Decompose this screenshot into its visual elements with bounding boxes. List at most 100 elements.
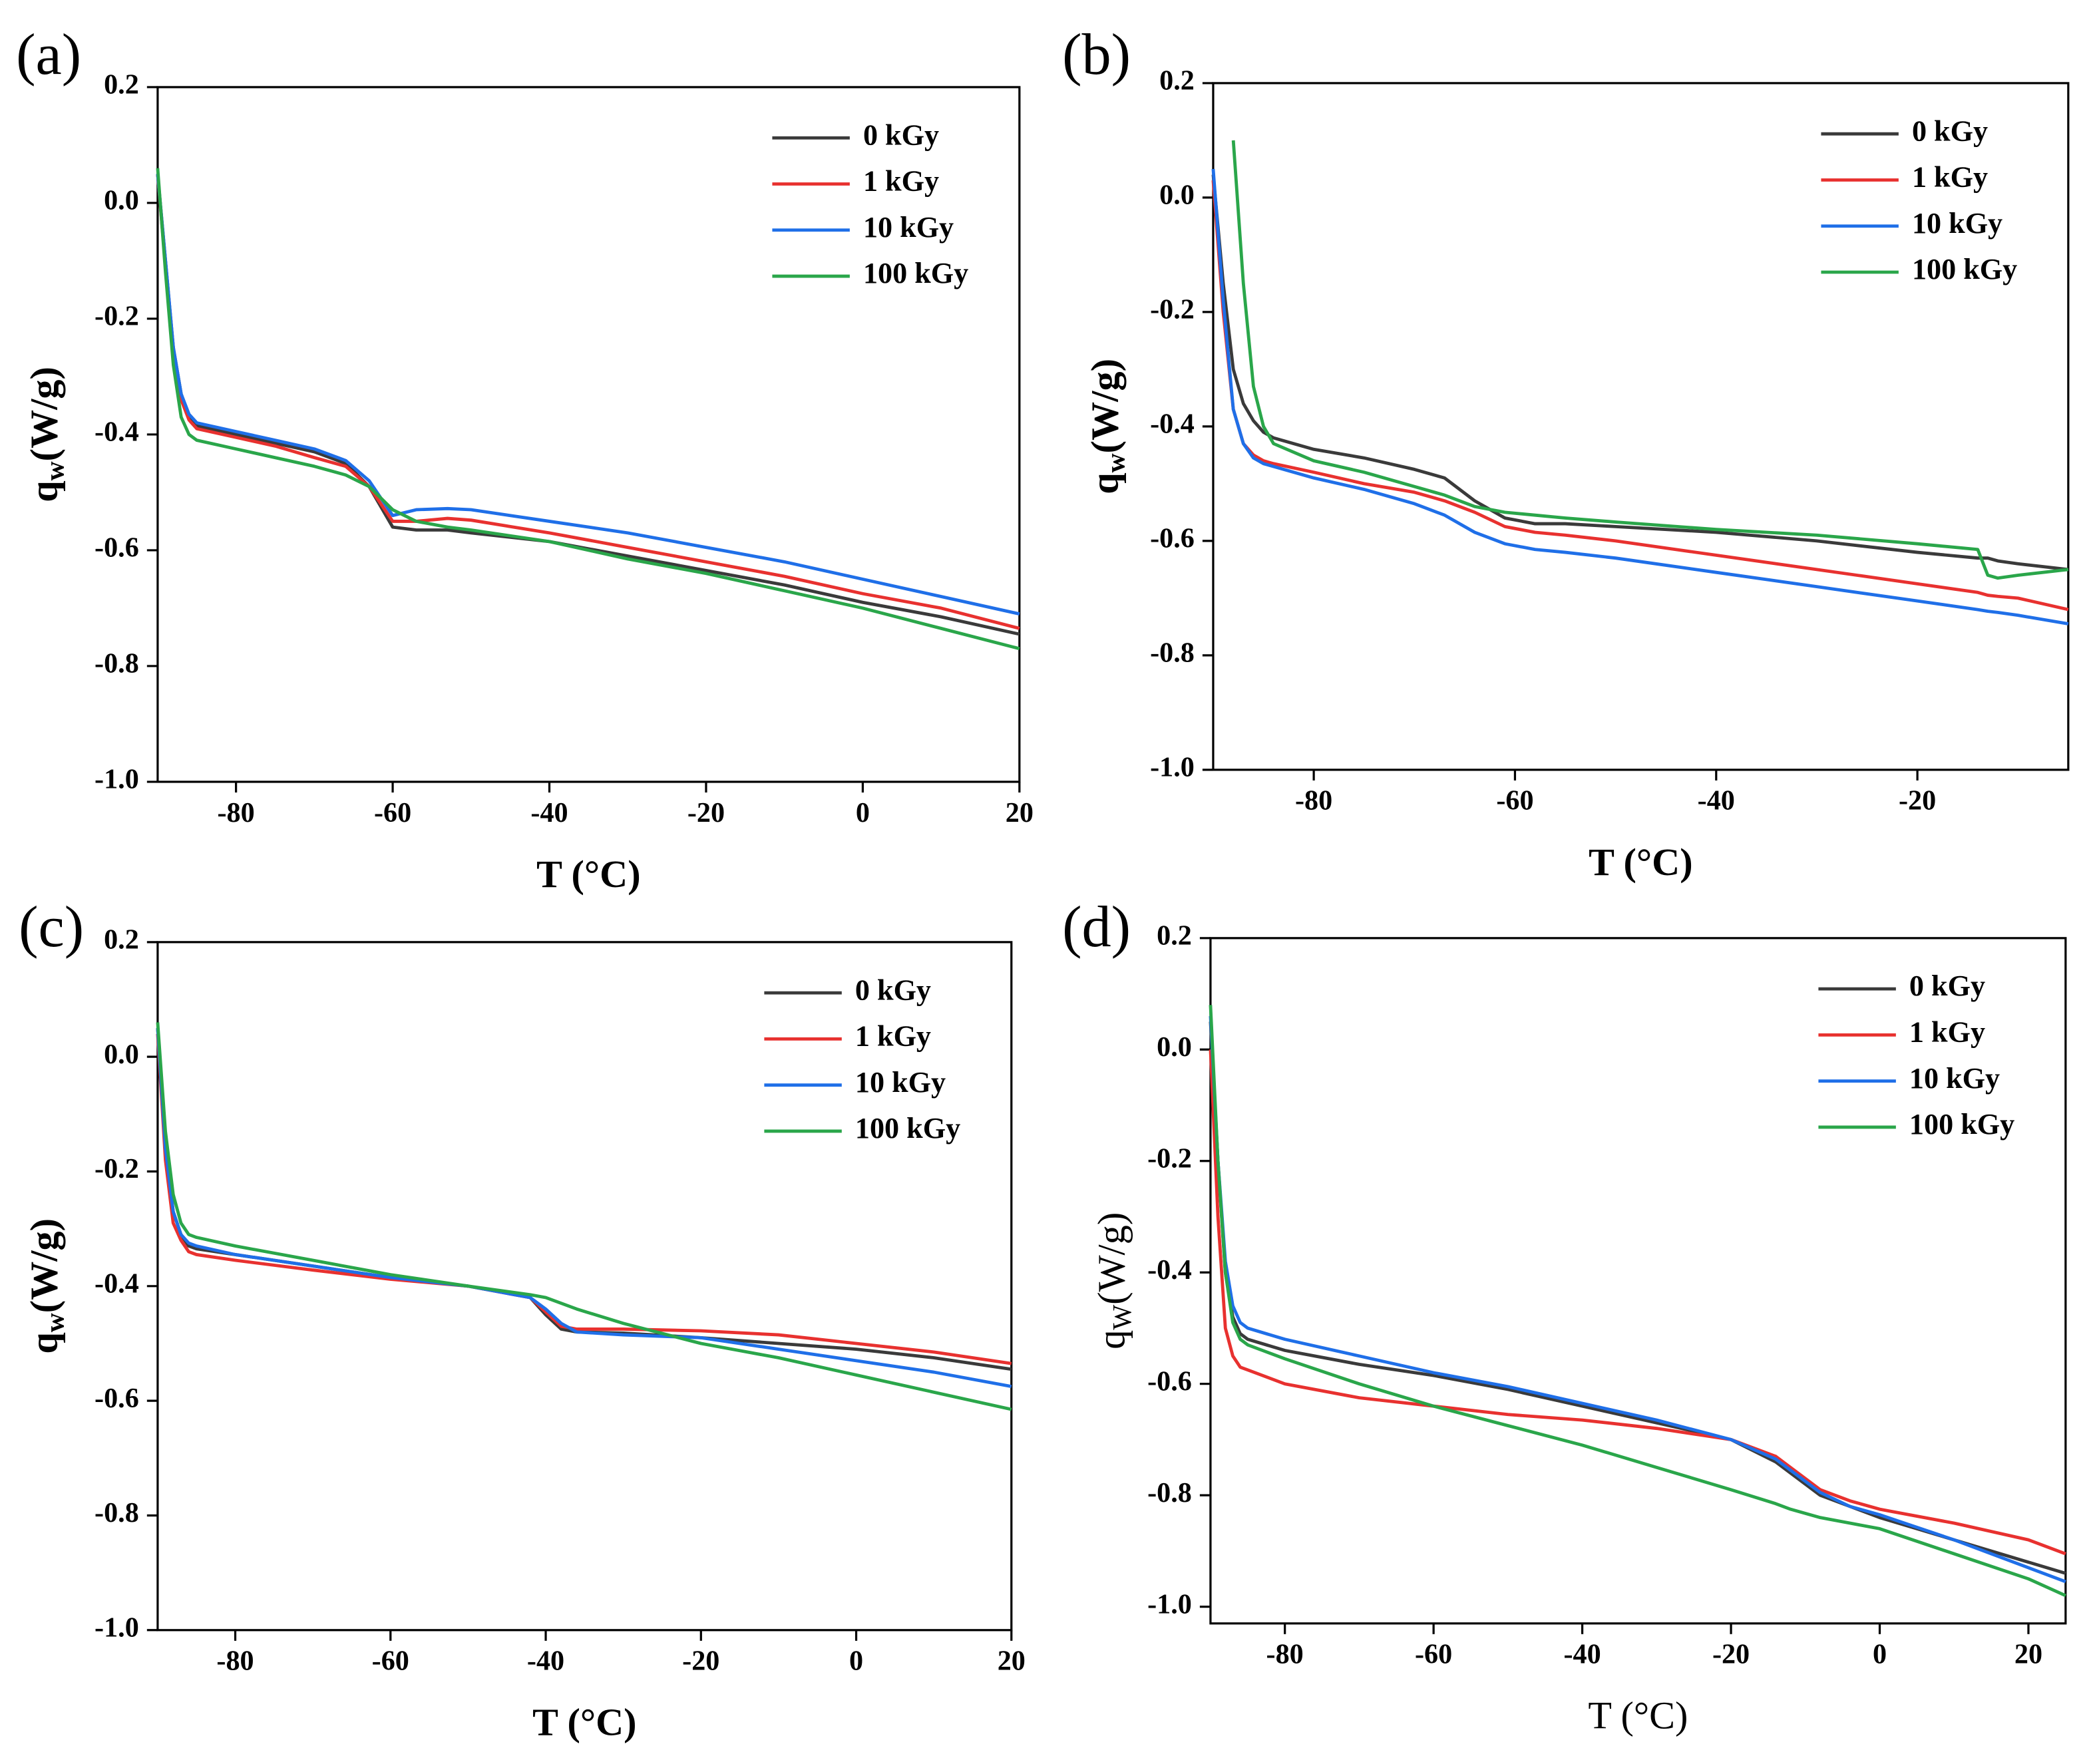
- y-axis-label: qw(W/g): [23, 1218, 70, 1354]
- y-tick-label: -0.4: [1147, 1254, 1192, 1286]
- legend-label: 100 kGy: [863, 257, 968, 289]
- x-tick-label: -40: [527, 1646, 564, 1677]
- x-tick-label: -40: [530, 797, 568, 828]
- y-tick-label: -1.0: [1150, 752, 1195, 783]
- legend-label: 100 kGy: [1909, 1108, 2014, 1141]
- y-tick-label: 0.0: [1157, 1031, 1192, 1063]
- x-tick-label: -40: [1698, 785, 1735, 816]
- x-axis-label: T (°C): [1589, 840, 1692, 884]
- legend-label: 100 kGy: [855, 1112, 960, 1145]
- legend-label: 1 kGy: [855, 1020, 931, 1053]
- legend-label: 1 kGy: [1909, 1016, 1985, 1049]
- x-tick-label: -20: [682, 1646, 719, 1677]
- y-tick-label: 0.2: [1157, 920, 1192, 951]
- y-tick-label: -0.6: [1150, 523, 1195, 554]
- x-tick-label: -80: [1295, 785, 1332, 816]
- data-line: [156, 168, 1020, 651]
- y-tick-label: 0.0: [104, 185, 139, 216]
- y-tick-label: -0.4: [95, 417, 139, 448]
- y-axis-label-sub: W: [1107, 1305, 1137, 1330]
- x-tick-label: 0: [856, 797, 870, 828]
- legend-label: 10 kGy: [1912, 207, 2002, 240]
- x-tick-label: 0: [849, 1646, 863, 1677]
- legend-label: 100 kGy: [1912, 253, 2017, 285]
- y-tick-label: -0.2: [1150, 294, 1195, 325]
- x-tick-label: 20: [1006, 797, 1034, 828]
- y-tick-label: 0.2: [1159, 65, 1195, 96]
- y-axis-label: qw(W/g): [1083, 359, 1131, 494]
- y-tick-label: -1.0: [1147, 1588, 1192, 1620]
- data-line: [1209, 1049, 2066, 1556]
- y-tick-label: -0.4: [95, 1268, 139, 1299]
- y-tick-label: 0.0: [1159, 180, 1195, 211]
- y-tick-label: -0.6: [1147, 1365, 1192, 1397]
- y-axis-label-main: q: [1090, 1330, 1133, 1349]
- legend-label: 0 kGy: [863, 118, 939, 151]
- legend-label: 1 kGy: [1912, 161, 1988, 194]
- x-tick-label: -20: [1899, 785, 1936, 816]
- x-axis-label: T (°C): [536, 852, 640, 896]
- data-line: [1209, 1005, 2066, 1598]
- y-tick-label: -0.2: [1147, 1143, 1192, 1174]
- y-tick-label: -0.4: [1150, 409, 1195, 440]
- y-axis-label-unit: (W/g): [23, 1218, 66, 1313]
- y-axis-label-main: q: [23, 480, 66, 502]
- y-axis-label-sub: w: [40, 1313, 70, 1332]
- panel-label: (a): [16, 22, 81, 87]
- y-tick-label: -0.6: [95, 1383, 139, 1414]
- x-tick-label: -80: [216, 1646, 254, 1677]
- x-axis-label: T (°C): [1588, 1694, 1688, 1737]
- y-axis-label-unit: (W/g): [1090, 1212, 1133, 1305]
- legend-label: 0 kGy: [1912, 114, 1988, 147]
- y-tick-label: -1.0: [95, 764, 139, 795]
- legend-label: 0 kGy: [1909, 970, 1985, 1002]
- data-line: [1209, 1015, 2066, 1584]
- x-tick-label: -20: [1712, 1639, 1750, 1670]
- data-line: [1231, 140, 2069, 580]
- y-tick-label: -0.6: [95, 532, 139, 564]
- legend-label: 10 kGy: [863, 211, 954, 244]
- x-tick-label: -60: [372, 1646, 409, 1677]
- y-tick-label: -0.8: [1150, 637, 1195, 669]
- x-tick-label: 20: [2014, 1639, 2042, 1670]
- y-axis-label-unit: (W/g): [23, 367, 66, 461]
- y-tick-label: 0.0: [104, 1039, 139, 1070]
- y-tick-label: 0.2: [104, 924, 139, 956]
- legend-label: 10 kGy: [1909, 1062, 2000, 1095]
- x-tick-label: 0: [1873, 1639, 1887, 1670]
- y-axis-label-sub: w: [1101, 453, 1131, 472]
- data-line: [156, 1022, 1012, 1411]
- x-tick-label: 20: [998, 1646, 1026, 1677]
- y-axis-label: qW(W/g): [1090, 1212, 1137, 1349]
- y-tick-label: -0.2: [95, 1153, 139, 1184]
- x-tick-label: -20: [687, 797, 725, 828]
- data-line: [1209, 1021, 2066, 1575]
- x-tick-label: -80: [218, 797, 255, 828]
- legend-label: 10 kGy: [855, 1066, 946, 1099]
- x-tick-label: -60: [1415, 1639, 1452, 1670]
- x-tick-label: -60: [374, 797, 411, 828]
- x-tick-label: -40: [1563, 1639, 1601, 1670]
- y-axis-label-main: q: [1083, 472, 1127, 494]
- y-tick-label: -0.2: [95, 301, 139, 332]
- x-tick-label: -80: [1266, 1639, 1304, 1670]
- y-tick-label: 0.2: [104, 69, 139, 100]
- y-tick-label: -1.0: [95, 1612, 139, 1643]
- panel-label: (b): [1062, 22, 1131, 87]
- plot-frame: [1209, 937, 2067, 1625]
- data-line: [1211, 168, 2069, 625]
- y-tick-label: -0.8: [95, 1497, 139, 1528]
- x-tick-label: -60: [1496, 785, 1533, 816]
- y-axis-label-sub: w: [40, 461, 70, 480]
- y-tick-label: -0.8: [95, 648, 139, 679]
- y-axis-label: qw(W/g): [23, 367, 70, 502]
- panel-label: (d): [1062, 894, 1131, 960]
- x-axis-label: T (°C): [532, 1701, 636, 1744]
- y-axis-label-main: q: [23, 1332, 66, 1353]
- y-tick-label: -0.8: [1147, 1477, 1192, 1508]
- panel-label: (c): [19, 894, 84, 960]
- legend-label: 0 kGy: [855, 973, 931, 1006]
- legend-label: 1 kGy: [863, 165, 939, 198]
